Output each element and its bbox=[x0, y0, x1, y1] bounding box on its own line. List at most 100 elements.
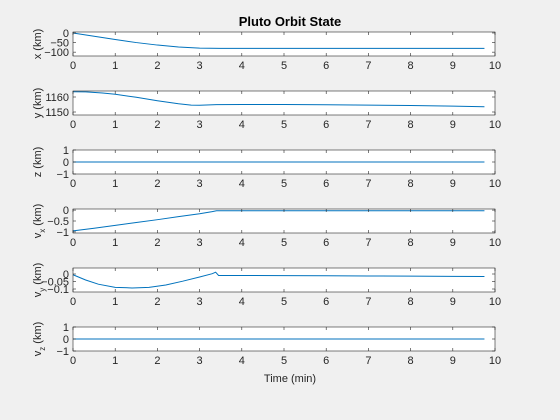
x-tick-label: 2 bbox=[154, 296, 160, 308]
x-tick-label: 4 bbox=[239, 60, 245, 72]
x-tick-label: 8 bbox=[408, 355, 414, 367]
y-tick-label: −100 bbox=[44, 47, 69, 59]
y-tick-label: −0.1 bbox=[47, 284, 69, 296]
x-tick-label: 5 bbox=[281, 237, 287, 249]
chart-title: Pluto Orbit State bbox=[239, 14, 342, 29]
x-tick-label: 8 bbox=[408, 60, 414, 72]
x-tick-label: 10 bbox=[489, 355, 501, 367]
x-tick-label: 7 bbox=[365, 60, 371, 72]
y-axis-label: x (km) bbox=[32, 29, 44, 60]
x-tick-label: 6 bbox=[323, 237, 329, 249]
x-tick-label: 9 bbox=[450, 60, 456, 72]
x-tick-label: 1 bbox=[112, 237, 118, 249]
x-tick-label: 4 bbox=[239, 119, 245, 131]
x-tick-label: 10 bbox=[489, 119, 501, 131]
y-tick-label: 0 bbox=[63, 334, 69, 346]
x-tick-label: 7 bbox=[365, 296, 371, 308]
x-tick-label: 7 bbox=[365, 119, 371, 131]
x-tick-label: 1 bbox=[112, 296, 118, 308]
x-tick-label: 3 bbox=[197, 60, 203, 72]
series-line bbox=[72, 210, 485, 232]
y-tick-label: 1150 bbox=[45, 107, 69, 119]
x-tick-label: 3 bbox=[197, 178, 203, 190]
x-tick-label: 6 bbox=[323, 119, 329, 131]
x-tick-label: 8 bbox=[408, 119, 414, 131]
x-axis-label: Time (min) bbox=[264, 373, 316, 385]
series-line bbox=[72, 91, 485, 108]
y-tick-label: 1 bbox=[63, 145, 69, 157]
x-tick-label: 10 bbox=[489, 296, 501, 308]
x-tick-label: 0 bbox=[70, 237, 76, 249]
x-tick-label: 9 bbox=[450, 237, 456, 249]
y-tick-label: −0.05 bbox=[41, 277, 69, 289]
x-tick-label: 8 bbox=[408, 296, 414, 308]
x-tick-label: 2 bbox=[154, 60, 160, 72]
x-tick-label: 6 bbox=[323, 178, 329, 190]
y-tick-label: 0 bbox=[63, 205, 69, 217]
x-tick-label: 2 bbox=[154, 178, 160, 190]
x-tick-label: 8 bbox=[408, 178, 414, 190]
x-tick-label: 3 bbox=[197, 237, 203, 249]
y-tick-label: −50 bbox=[50, 38, 69, 50]
y-tick-label: −0.5 bbox=[47, 216, 69, 228]
plot-area bbox=[73, 209, 495, 233]
x-tick-label: 7 bbox=[365, 237, 371, 249]
x-tick-label: 5 bbox=[281, 178, 287, 190]
x-tick-label: 2 bbox=[154, 355, 160, 367]
x-tick-label: 10 bbox=[489, 60, 501, 72]
x-tick-label: 6 bbox=[323, 296, 329, 308]
x-tick-label: 9 bbox=[450, 119, 456, 131]
x-tick-label: 5 bbox=[281, 60, 287, 72]
x-tick-label: 3 bbox=[197, 296, 203, 308]
x-tick-label: 10 bbox=[489, 178, 501, 190]
x-tick-label: 3 bbox=[197, 355, 203, 367]
y-axis-label: vx (km) bbox=[32, 204, 47, 239]
x-tick-label: 2 bbox=[154, 237, 160, 249]
subplot-5: 0 1 2 3 4 5 6 7 8 9 10 −0.1−0.050 vy (km) bbox=[32, 263, 501, 308]
x-tick-label: 4 bbox=[239, 355, 245, 367]
x-tick-label: 10 bbox=[489, 237, 501, 249]
x-tick-label: 0 bbox=[70, 178, 76, 190]
y-axis-label: vy (km) bbox=[32, 263, 47, 298]
x-tick-label: 5 bbox=[281, 355, 287, 367]
plot-area bbox=[73, 91, 495, 115]
x-tick-label: 0 bbox=[70, 119, 76, 131]
x-tick-label: 8 bbox=[408, 237, 414, 249]
x-tick-label: 9 bbox=[450, 178, 456, 190]
y-axis-label: z (km) bbox=[32, 147, 44, 178]
plot-area bbox=[73, 268, 495, 292]
x-tick-label: 1 bbox=[112, 60, 118, 72]
x-tick-label: 2 bbox=[154, 119, 160, 131]
x-tick-label: 1 bbox=[112, 178, 118, 190]
x-tick-label: 5 bbox=[281, 296, 287, 308]
y-tick-label: 1 bbox=[63, 322, 69, 334]
x-tick-label: 4 bbox=[239, 237, 245, 249]
x-tick-label: 4 bbox=[239, 296, 245, 308]
y-tick-label: −1 bbox=[56, 169, 69, 181]
x-tick-label: 1 bbox=[112, 119, 118, 131]
y-tick-label: 0 bbox=[63, 269, 69, 281]
x-tick-label: 4 bbox=[239, 178, 245, 190]
x-tick-label: 7 bbox=[365, 178, 371, 190]
x-tick-label: 6 bbox=[323, 355, 329, 367]
x-tick-label: 5 bbox=[281, 119, 287, 131]
x-tick-label: 3 bbox=[197, 119, 203, 131]
x-tick-label: 0 bbox=[70, 296, 76, 308]
x-tick-label: 9 bbox=[450, 355, 456, 367]
x-tick-label: 0 bbox=[70, 355, 76, 367]
y-tick-label: 0 bbox=[63, 157, 69, 169]
y-tick-label: −1 bbox=[56, 227, 69, 239]
subplot-4: 0 1 2 3 4 5 6 7 8 9 10 −1−0.50 vx (km) bbox=[32, 204, 501, 249]
x-tick-label: 7 bbox=[365, 355, 371, 367]
x-tick-label: 9 bbox=[450, 296, 456, 308]
y-tick-label: 0 bbox=[63, 28, 69, 40]
x-tick-label: 6 bbox=[323, 60, 329, 72]
x-tick-label: 0 bbox=[70, 60, 76, 72]
series-line bbox=[72, 32, 485, 49]
plot-area bbox=[73, 32, 495, 56]
